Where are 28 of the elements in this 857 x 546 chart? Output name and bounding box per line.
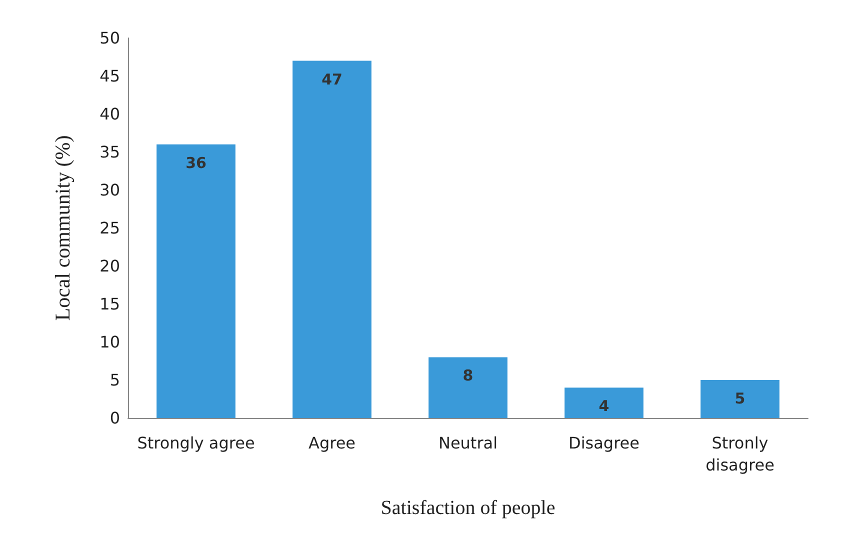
data-label: 47 bbox=[322, 70, 342, 88]
y-tick-label: 25 bbox=[100, 218, 120, 238]
data-label: 8 bbox=[462, 366, 474, 385]
x-axis-title: Satisfaction of people bbox=[380, 497, 556, 519]
y-tick-label: 0 bbox=[110, 408, 120, 428]
x-tick-label: Neutral bbox=[438, 434, 498, 452]
x-tick-label: Agree bbox=[308, 434, 356, 452]
bar bbox=[156, 144, 236, 418]
y-tick-label: 10 bbox=[100, 332, 120, 352]
data-label: 5 bbox=[734, 390, 746, 408]
y-tick-label: 30 bbox=[100, 180, 120, 200]
y-tick-label: 45 bbox=[100, 66, 120, 86]
bar bbox=[428, 357, 508, 418]
y-tick-label: 5 bbox=[110, 370, 120, 390]
y-tick-label: 15 bbox=[100, 294, 120, 314]
bar bbox=[564, 388, 644, 418]
x-tick-label: Strongly agree bbox=[137, 434, 255, 452]
y-tick-label: 40 bbox=[100, 104, 120, 124]
y-tick-label: 20 bbox=[100, 256, 120, 276]
x-tick-label: Stronly disagree bbox=[706, 434, 774, 474]
y-axis-title: Local community (%) bbox=[50, 135, 74, 321]
bar bbox=[292, 60, 372, 418]
bar bbox=[700, 380, 780, 418]
y-tick-label: 35 bbox=[100, 142, 120, 162]
data-label: 36 bbox=[186, 154, 206, 172]
x-tick-label: Disagree bbox=[568, 434, 640, 452]
data-label: 4 bbox=[598, 397, 610, 416]
y-tick-label: 50 bbox=[100, 28, 120, 48]
